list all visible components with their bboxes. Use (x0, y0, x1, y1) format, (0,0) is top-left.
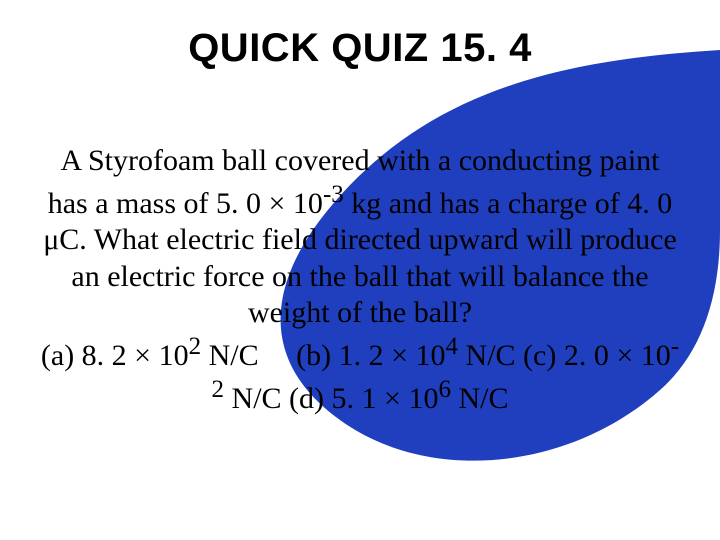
slide-body: A Styrofoam ball covered with a conducti… (0, 143, 720, 417)
slide-title: QUICK QUIZ 15. 4 (0, 0, 720, 71)
slide-container: QUICK QUIZ 15. 4 A Styrofoam ball covere… (0, 0, 720, 540)
